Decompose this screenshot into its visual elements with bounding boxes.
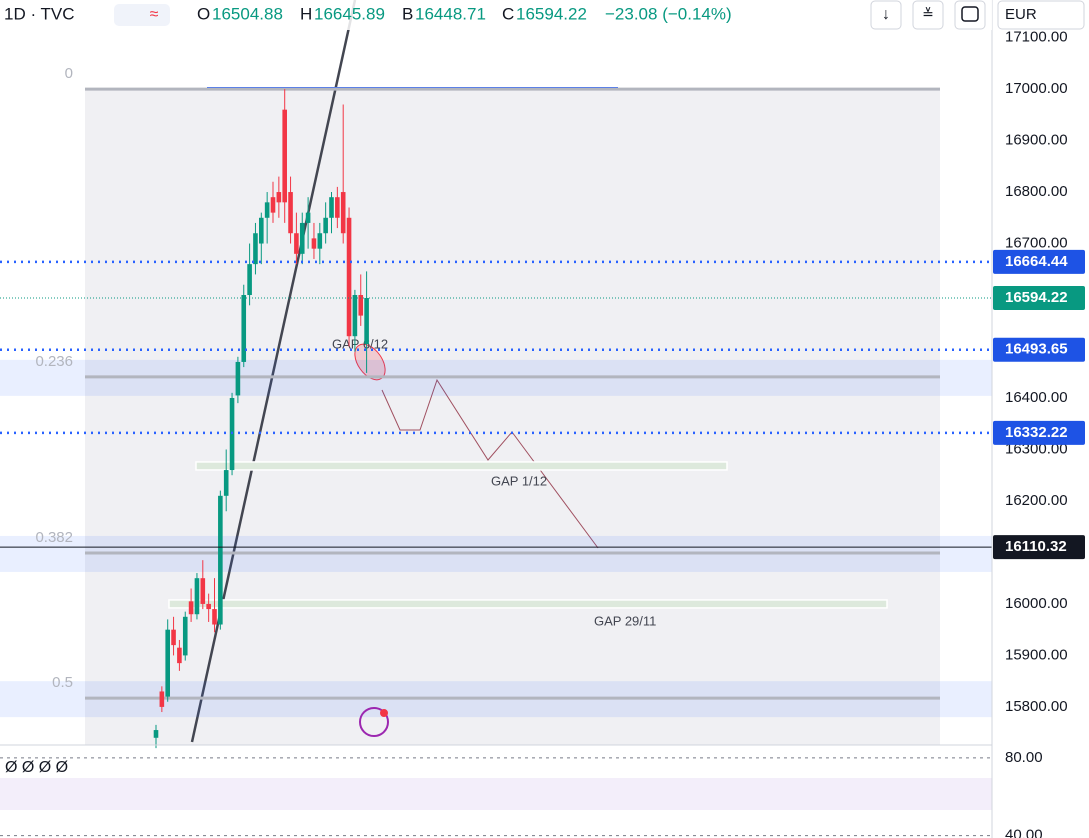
candle-body bbox=[282, 109, 287, 203]
candle-body bbox=[212, 609, 217, 625]
candle-body bbox=[153, 730, 159, 738]
candle-body bbox=[305, 212, 311, 223]
price-badge-label: 16664.44 bbox=[1005, 253, 1068, 270]
high-label: H bbox=[300, 4, 312, 23]
rsi-tick-label: 40.00 bbox=[1005, 827, 1043, 838]
highlight-ellipse bbox=[354, 343, 386, 381]
candle-body bbox=[276, 192, 282, 203]
symbol: 1D · TVC bbox=[4, 4, 75, 23]
open-value: 16504.88 bbox=[212, 4, 283, 23]
price-badge bbox=[993, 285, 1085, 310]
candle-body bbox=[340, 192, 346, 234]
compare-button[interactable] bbox=[114, 4, 170, 26]
candle-body bbox=[259, 217, 264, 244]
fullscreen-icon bbox=[961, 6, 979, 22]
price-badge-label: 16493.65 bbox=[1005, 341, 1068, 358]
price-badge bbox=[993, 535, 1085, 560]
y-tick-label: 16900.00 bbox=[1005, 132, 1068, 149]
price-badge bbox=[993, 249, 1085, 274]
collapse-button[interactable] bbox=[912, 0, 944, 30]
candle-body bbox=[311, 238, 317, 249]
price-badge-label: 16110.32 bbox=[1005, 538, 1067, 555]
candle-body bbox=[247, 264, 252, 296]
fib-background bbox=[85, 89, 940, 745]
rsi-tick-label: 80.00 bbox=[1005, 749, 1043, 766]
candle-body bbox=[294, 233, 299, 254]
fib-label: 0.236 bbox=[35, 353, 73, 370]
change-value: −23.08 (−0.14%) bbox=[605, 4, 732, 23]
y-tick-label: 16800.00 bbox=[1005, 183, 1068, 200]
candle-body bbox=[171, 629, 176, 646]
candle-body bbox=[299, 222, 305, 254]
candle-body bbox=[194, 578, 200, 615]
y-tick-label: 17000.00 bbox=[1005, 80, 1068, 97]
candle-body bbox=[182, 616, 188, 656]
candle-body bbox=[317, 233, 323, 249]
candle-body bbox=[218, 495, 223, 625]
rsi-band bbox=[0, 778, 992, 810]
candle-body bbox=[206, 603, 211, 610]
y-tick-label: 17100.00 bbox=[1005, 29, 1068, 46]
compare-icon: ≈ bbox=[150, 6, 159, 23]
candle-body bbox=[288, 192, 293, 234]
low-value: 16448.71 bbox=[415, 4, 486, 23]
price-badge bbox=[993, 420, 1085, 445]
alert-icon[interactable] bbox=[359, 707, 389, 737]
candle-body bbox=[346, 217, 352, 337]
candle-body bbox=[253, 233, 258, 265]
y-tick-label: 16700.00 bbox=[1005, 234, 1068, 251]
candle-body bbox=[264, 202, 270, 218]
candle-body bbox=[335, 197, 340, 218]
y-tick-label: 16200.00 bbox=[1005, 492, 1068, 509]
fib-label: 0.5 bbox=[52, 674, 73, 691]
candle-body bbox=[270, 197, 276, 213]
candle-body bbox=[223, 470, 229, 496]
y-tick-label: 15900.00 bbox=[1005, 646, 1068, 663]
candle-body bbox=[235, 361, 241, 396]
candle-body bbox=[329, 197, 334, 218]
rsi-legend: Ø Ø Ø Ø bbox=[5, 759, 68, 776]
currency: EUR bbox=[1005, 6, 1037, 23]
candle-body bbox=[364, 297, 369, 344]
fib-label: 0.382 bbox=[35, 529, 73, 546]
scroll-icon: ↓ bbox=[882, 6, 890, 23]
collapse-icon: ≚ bbox=[922, 6, 934, 22]
y-tick-label: 16000.00 bbox=[1005, 595, 1068, 612]
y-tick-label: 16400.00 bbox=[1005, 389, 1068, 406]
price-badge-label: 16594.22 bbox=[1005, 289, 1068, 306]
candle-body bbox=[159, 691, 165, 707]
close-value: 16594.22 bbox=[516, 4, 587, 23]
scroll-button[interactable] bbox=[870, 0, 902, 30]
candle-body bbox=[165, 629, 170, 697]
close-label: C bbox=[502, 4, 514, 23]
low-label: B bbox=[402, 4, 413, 23]
gap-label: GAP 6/12 bbox=[332, 336, 388, 351]
price-badge bbox=[993, 337, 1085, 362]
candle-body bbox=[358, 295, 364, 316]
gap-label: GAP 29/11 bbox=[594, 613, 656, 628]
high-value: 16645.89 bbox=[314, 4, 385, 23]
fullscreen-button[interactable] bbox=[954, 0, 986, 30]
y-tick-label: 15800.00 bbox=[1005, 698, 1068, 715]
alert-dot bbox=[380, 709, 388, 717]
gap-zone bbox=[195, 461, 728, 471]
candle-body bbox=[200, 578, 206, 604]
gap-label: GAP 1/12 bbox=[491, 473, 547, 488]
open-label: O bbox=[197, 4, 210, 23]
gap-zone bbox=[168, 599, 888, 609]
candle-body bbox=[323, 217, 328, 234]
candle-body bbox=[352, 295, 358, 337]
candle-body bbox=[241, 295, 247, 362]
candle-body bbox=[177, 647, 182, 664]
price-badge-label: 16332.22 bbox=[1005, 424, 1068, 441]
currency-button[interactable] bbox=[997, 0, 1085, 30]
candle-body bbox=[188, 601, 194, 615]
fib-label: 0 bbox=[65, 65, 73, 82]
